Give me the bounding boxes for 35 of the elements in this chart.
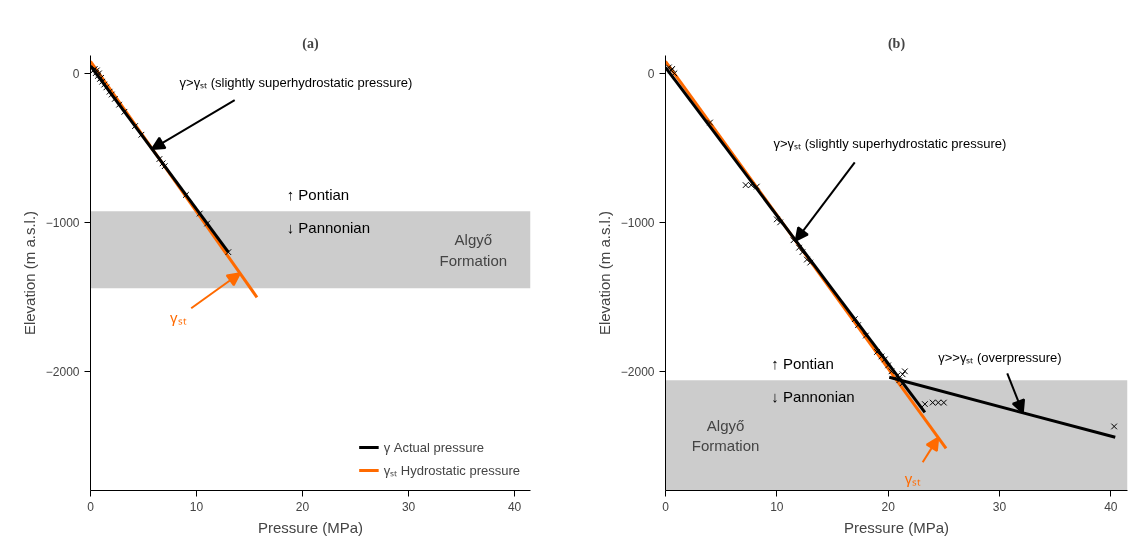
annotation: γ>γₛₜ (slightly superhydrostatic pressure) bbox=[179, 74, 413, 90]
annotation: ↑ Pontian bbox=[286, 186, 350, 204]
y-axis-title: Elevation (m a.s.l.) bbox=[595, 210, 613, 336]
x-tick-label: 10 bbox=[770, 499, 784, 514]
annotation: γₛₜ bbox=[170, 309, 187, 327]
annotation: γ>>γₛₜ (overpressure) bbox=[938, 349, 1062, 365]
x-tick-label: 20 bbox=[881, 499, 896, 514]
x-tick-label: 30 bbox=[401, 499, 416, 514]
y-tick-label: −2000 bbox=[620, 364, 655, 379]
x-axis-title: Pressure (MPa) bbox=[257, 518, 364, 536]
x-tick-label: 30 bbox=[992, 499, 1007, 514]
chart-title: (a) bbox=[302, 35, 319, 52]
legend-label: γₛₜ Hydrostatic pressure bbox=[383, 462, 520, 479]
x-tick-label: 0 bbox=[87, 499, 95, 514]
annotation: ↓ Pannonian bbox=[286, 219, 371, 237]
x-tick-label: 20 bbox=[295, 499, 310, 514]
annotation: γₛₜ bbox=[904, 469, 922, 487]
annotation: ↓ Pannonian bbox=[771, 388, 855, 406]
y-axis-title: Elevation (m a.s.l.) bbox=[20, 210, 38, 336]
x-tick-label: 40 bbox=[507, 499, 522, 514]
band-label: Algyő Formation bbox=[439, 231, 508, 269]
y-tick-label: −1000 bbox=[45, 215, 80, 230]
chart-title: (b) bbox=[887, 35, 906, 52]
x-tick-label: 40 bbox=[1104, 499, 1118, 514]
annotation: γ>γₛₜ (slightly superhydrostatic pressure) bbox=[773, 135, 1007, 151]
x-tick-label: 0 bbox=[662, 499, 670, 514]
y-tick-label: 0 bbox=[647, 66, 655, 81]
x-axis-title: Pressure (MPa) bbox=[843, 518, 950, 536]
y-tick-label: −2000 bbox=[45, 364, 80, 379]
band-label: Algyő Formation bbox=[691, 416, 760, 455]
y-tick-label: −1000 bbox=[620, 215, 655, 230]
x-tick-label: 10 bbox=[189, 499, 204, 514]
annotation: ↑ Pontian bbox=[771, 355, 834, 373]
y-tick-label: 0 bbox=[72, 66, 80, 81]
legend-label: γ Actual pressure bbox=[383, 439, 485, 455]
